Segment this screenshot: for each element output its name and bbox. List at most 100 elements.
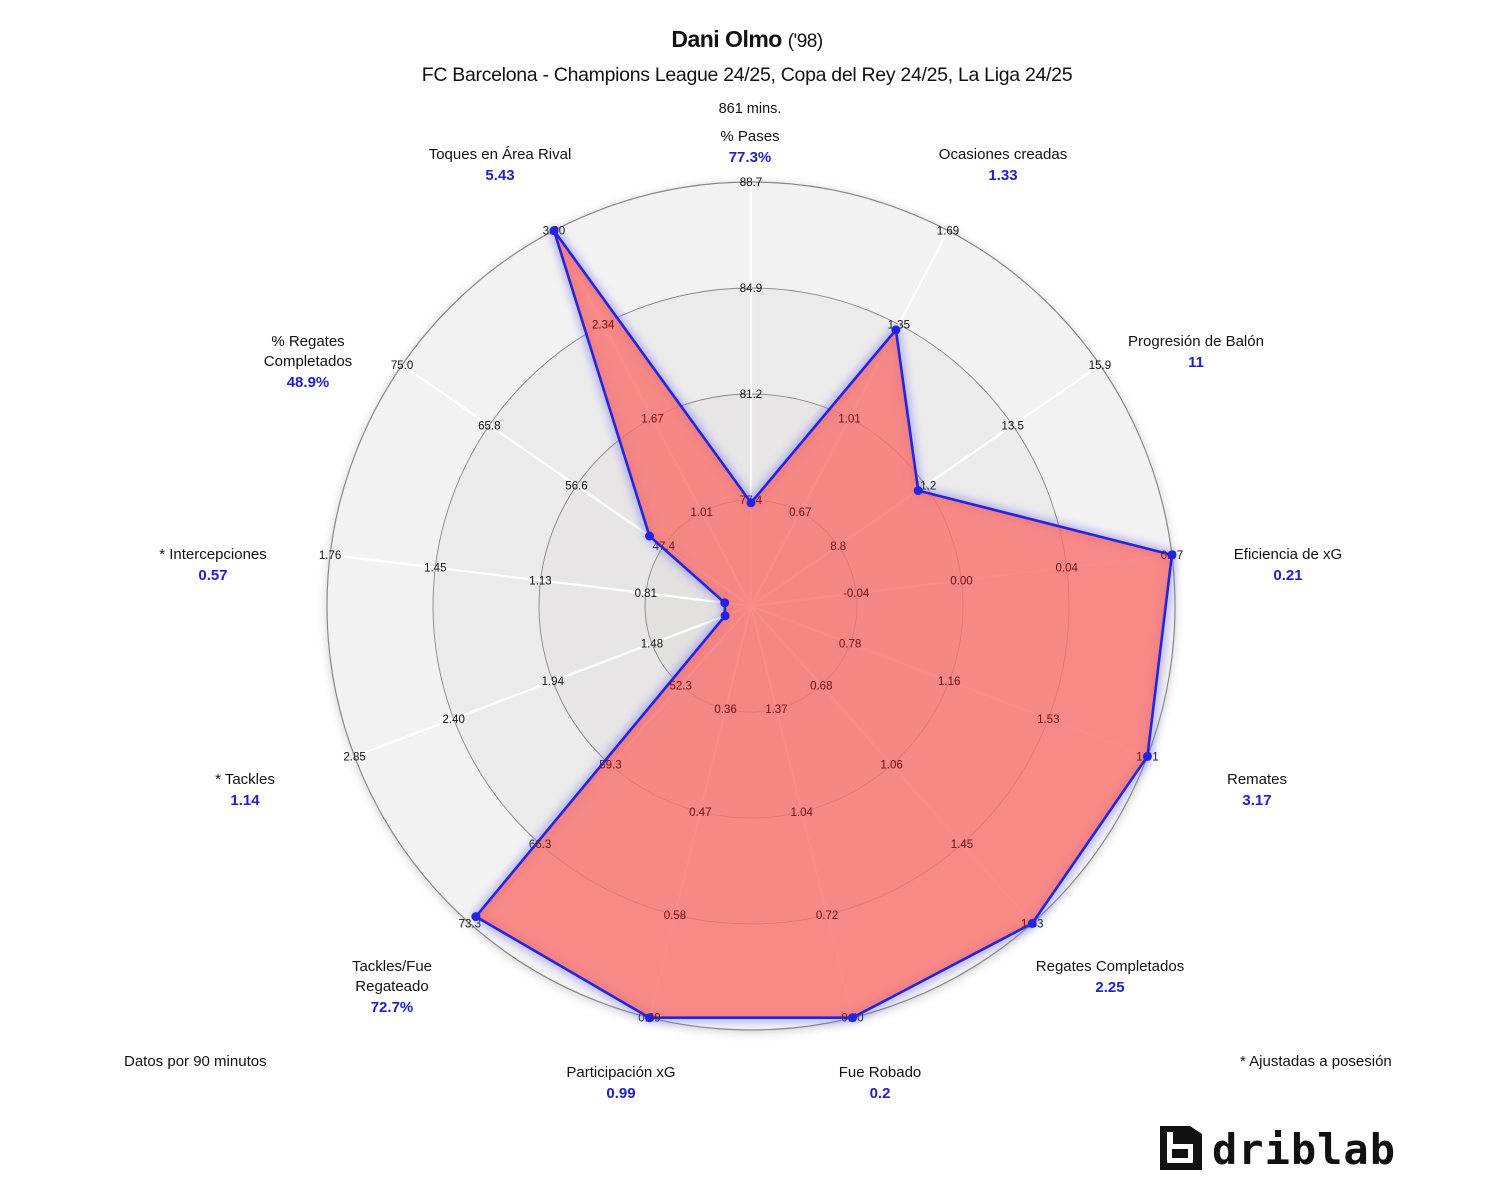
axis-name: Fue Robado (839, 1064, 922, 1081)
data-point (848, 1013, 857, 1023)
axis-name: Remates (1227, 771, 1287, 788)
axis-tick-label: 1.01 (838, 413, 860, 425)
driblab-logo: driblab (1160, 1126, 1396, 1170)
minutes-played: 861 mins. (718, 101, 782, 117)
axis-name: Ocasiones creadas (939, 146, 1067, 163)
axis-tick-label: 1.06 (880, 760, 902, 772)
data-point (891, 325, 901, 335)
axis-tick-label: 1.76 (319, 550, 341, 562)
axis-label: Participación xG 0.99 (566, 1064, 675, 1102)
axis-tick-label: 1.53 (1037, 714, 1059, 726)
data-point (720, 611, 730, 621)
possession-adjusted-note: * Ajustadas a posesión (1240, 1053, 1392, 1070)
axis-tick-label: 1.04 (791, 807, 814, 819)
data-point (913, 486, 923, 496)
driblab-logo-text: driblab (1212, 1126, 1396, 1170)
axis-label: Remates 3.17 (1227, 771, 1287, 809)
axis-tick-label: 1.45 (951, 839, 973, 851)
axis-tick-label: 0.68 (810, 680, 832, 692)
axis-tick-label: 0.78 (839, 639, 861, 651)
axis-value: 72.7% (371, 999, 414, 1016)
axis-label: * Intercepciones 0.57 (159, 546, 267, 584)
axis-label: % Regates Completados 48.9% (264, 333, 352, 391)
data-point (746, 498, 756, 508)
axis-value: 2.25 (1095, 979, 1124, 996)
axis-tick-label: 56.6 (565, 481, 587, 493)
axis-tick-label: 65.8 (478, 420, 500, 432)
axis-tick-label: 1.94 (542, 676, 565, 688)
axis-label: Regates Completados 2.25 (1036, 958, 1184, 996)
axis-name: % Regates (271, 333, 344, 350)
data-point (1167, 550, 1177, 560)
data-point (471, 912, 481, 922)
axis-tick-label: 0.67 (789, 507, 811, 519)
axis-name: Progresión de Balón (1128, 333, 1264, 350)
axis-tick-label: 0.36 (714, 704, 736, 716)
axis-tick-label: 0.00 (950, 575, 972, 587)
axis-tick-label: 0.47 (689, 807, 711, 819)
axis-spoke (329, 553, 752, 608)
axis-tick-label: 59.3 (599, 760, 621, 772)
axis-name: Participación xG (566, 1064, 675, 1081)
axis-name: Regateado (355, 978, 428, 995)
axis-tick-label: 8.8 (830, 541, 846, 553)
axis-tick-label: 0.72 (816, 910, 838, 922)
axis-tick-label: 1.37 (765, 704, 787, 716)
axis-value: 0.99 (606, 1085, 635, 1102)
axis-tick-label: 1.69 (937, 226, 959, 238)
axis-tick-label: 84.9 (740, 283, 762, 295)
axis-value: 48.9% (287, 374, 330, 391)
chart-title: Dani Olmo ('98) (0, 26, 1494, 53)
axis-name: % Pases (720, 128, 779, 145)
axis-name: Regates Completados (1036, 958, 1184, 975)
data-point (645, 1013, 654, 1023)
axis-label: % Pases 77.3% (720, 128, 779, 166)
chart-subtitle: FC Barcelona - Champions League 24/25, C… (421, 64, 1073, 86)
axis-tick-label: 1.48 (641, 639, 663, 651)
axis-name: * Intercepciones (159, 546, 267, 563)
axis-tick-label: 15.9 (1089, 360, 1111, 372)
axis-name: Completados (264, 353, 352, 370)
axis-name: Eficiencia de xG (1234, 546, 1342, 563)
axis-value: 0.2 (870, 1085, 891, 1102)
axis-value: 0.57 (198, 567, 227, 584)
data-point (1027, 918, 1037, 928)
axis-tick-label: 0.07 (1161, 550, 1183, 562)
axis-name: * Tackles (215, 771, 275, 788)
data-point (1142, 751, 1152, 761)
data-point (549, 226, 559, 236)
data-point (720, 598, 730, 608)
axis-tick-label: 1.16 (938, 676, 960, 688)
axis-labels: % Pases 77.3% Ocasiones creadas 1.33 Progres… (159, 128, 1342, 1102)
player-data-points (471, 226, 1177, 1023)
axis-tick-label: 1.13 (529, 575, 551, 587)
axis-tick-label: 0.81 (635, 588, 657, 600)
player-name: Dani Olmo (671, 26, 782, 52)
axis-value: 11 (1188, 354, 1204, 371)
player-birth-year: ('98) (787, 31, 823, 52)
axis-value: 5.43 (485, 167, 514, 184)
axis-label: Progresión de Balón 11 (1128, 333, 1264, 371)
player-polygon (471, 226, 1177, 1023)
axis-name: Toques en Área Rival (429, 146, 572, 163)
axis-name: Tackles/Fue (352, 958, 432, 975)
axis-tick-label: 0.58 (664, 910, 686, 922)
axis-tick-label: 2.34 (592, 319, 615, 331)
axis-label: Ocasiones creadas 1.33 (939, 146, 1067, 184)
data-point (645, 531, 654, 541)
per90-note: Datos por 90 minutos (124, 1053, 267, 1070)
axis-tick-label: -0.04 (843, 588, 870, 600)
axis-label: Fue Robado 0.2 (839, 1064, 922, 1102)
axis-tick-label: 88.7 (740, 177, 762, 189)
axis-tick-label: 1.67 (641, 413, 663, 425)
axis-value: 0.21 (1273, 567, 1302, 584)
axis-value: 77.3% (729, 149, 772, 166)
axis-tick-label: 75.0 (391, 360, 413, 372)
axis-label: Tackles/Fue Regateado 72.7% (352, 958, 432, 1016)
driblab-logo-icon (1160, 1126, 1202, 1170)
axis-tick-label: 52.3 (670, 680, 692, 692)
axis-value: 1.14 (230, 792, 260, 809)
axis-tick-label: 2.85 (343, 751, 365, 763)
axis-label: Toques en Área Rival 5.43 (429, 146, 572, 184)
